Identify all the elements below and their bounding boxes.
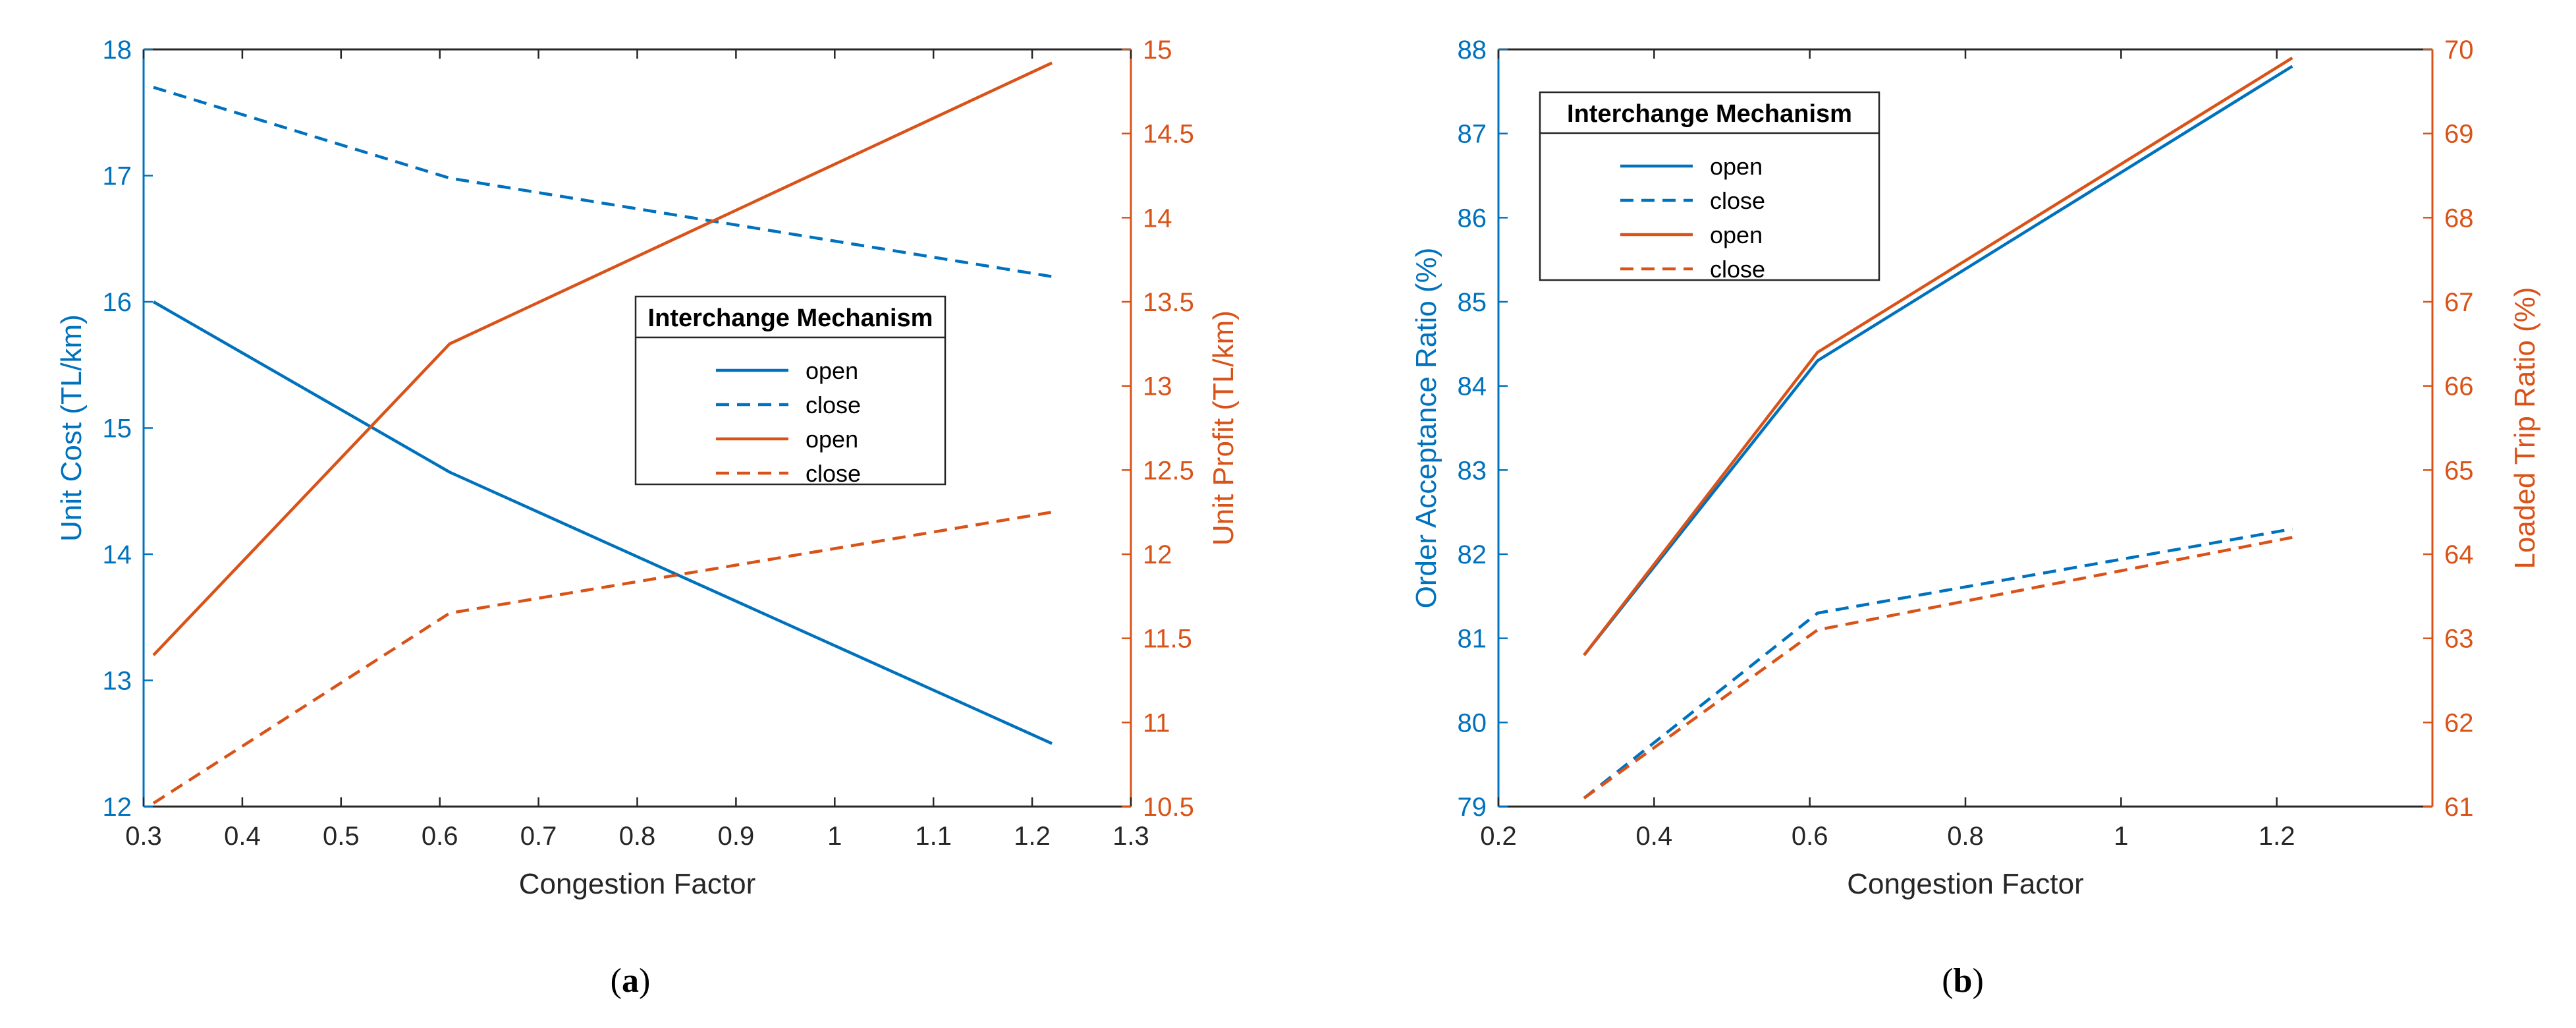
y-left-axis-label: Unit Cost (TL/km) (55, 314, 88, 542)
y-left-tick-label: 86 (1458, 204, 1487, 233)
x-tick-label: 1 (2114, 822, 2128, 851)
y-right-axis-label: Unit Profit (TL/km) (1207, 310, 1240, 546)
y-left-axis-label: Order Acceptance Ratio (%) (1410, 248, 1442, 609)
x-tick-label: 0.8 (1947, 822, 1984, 851)
x-tick-label: 0.6 (1792, 822, 1828, 851)
y-left-tick-label: 12 (103, 793, 132, 822)
x-tick-label: 0.2 (1480, 822, 1517, 851)
legend-entry-label: open (806, 357, 858, 384)
y-left-tick-label: 18 (103, 36, 132, 65)
series-line-left-close (1583, 527, 2293, 799)
series-line-right-close (152, 510, 1053, 805)
y-right-tick-label: 14.5 (1143, 120, 1194, 149)
y-right-tick-label: 13 (1143, 372, 1172, 401)
y-left-tick-label: 80 (1458, 708, 1487, 737)
y-right-tick-label: 69 (2444, 120, 2474, 149)
x-tick-label: 1.1 (915, 822, 952, 851)
y-left-tick-label: 84 (1458, 372, 1487, 401)
legend-entry-label: close (1710, 187, 1765, 214)
x-tick-label: 0.4 (224, 822, 261, 851)
y-right-tick-label: 10.5 (1143, 793, 1194, 822)
x-tick-label: 1.2 (1014, 822, 1051, 851)
series-line-right-open (1583, 56, 2293, 656)
y-left-tick-label: 13 (103, 667, 132, 696)
x-tick-label: 0.7 (520, 822, 557, 851)
y-left-tick-label: 17 (103, 162, 132, 191)
x-tick-label: 0.3 (125, 822, 162, 851)
y-right-tick-label: 66 (2444, 372, 2474, 401)
y-right-tick-label: 13.5 (1143, 288, 1194, 317)
y-right-tick-label: 12 (1143, 540, 1172, 569)
x-tick-label: 0.8 (619, 822, 656, 851)
legend-entry-label: close (1710, 256, 1765, 283)
y-left-tick-label: 88 (1458, 36, 1487, 65)
y-right-tick-label: 70 (2444, 36, 2474, 65)
panel-caption: (a) (611, 962, 651, 1000)
y-left-tick-label: 16 (103, 288, 132, 317)
y-right-tick-label: 64 (2444, 540, 2474, 569)
y-left-tick-label: 87 (1458, 120, 1487, 149)
chart-panel-a: 0.3 0.4 0.5 0.6 0.7 0.8 0.9 1 1.1 1.2 1.3 12 13 14 15 1… (55, 36, 1240, 1000)
legend-title: Interchange Mechanism (1567, 100, 1852, 128)
y-right-tick-label: 67 (2444, 288, 2474, 317)
y-left-tick-label: 79 (1458, 793, 1487, 822)
legend-box (634, 295, 946, 486)
y-left-tick-label: 14 (103, 540, 132, 569)
series-line-right-open (152, 61, 1053, 656)
legend-entry-label: open (1710, 153, 1763, 180)
legend-entry-label: open (1710, 221, 1763, 248)
y-right-tick-label: 15 (1143, 36, 1172, 65)
panel-caption: (b) (1942, 962, 1984, 1000)
series-line-left-open (152, 300, 1053, 745)
y-left-tick-label: 82 (1458, 540, 1487, 569)
y-left-tick-label: 81 (1458, 625, 1487, 654)
series-line-left-open (1583, 65, 2293, 656)
y-right-tick-label: 68 (2444, 204, 2474, 233)
y-right-tick-label: 65 (2444, 456, 2474, 485)
y-right-tick-label: 61 (2444, 793, 2474, 822)
x-axis-label: Congestion Factor (519, 868, 756, 900)
x-tick-label: 1.3 (1112, 822, 1149, 851)
y-right-tick-label: 11 (1143, 708, 1170, 737)
y-right-tick-label: 62 (2444, 708, 2474, 737)
x-axis-label: Congestion Factor (1847, 868, 2084, 900)
x-tick-label: 0.4 (1636, 822, 1673, 851)
y-right-axis-label: Loaded Trip Ratio (%) (2509, 287, 2541, 569)
y-right-tick-label: 11.5 (1143, 625, 1192, 654)
y-left-tick-label: 85 (1458, 288, 1487, 317)
y-right-tick-label: 14 (1143, 204, 1172, 233)
y-left-tick-label: 83 (1458, 456, 1487, 485)
y-right-tick-label: 63 (2444, 625, 2474, 654)
x-tick-label: 0.5 (323, 822, 360, 851)
legend: Interchange Mechanism open close open close (634, 295, 946, 487)
x-tick-label: 1.2 (2259, 822, 2295, 851)
x-tick-label: 0.9 (718, 822, 755, 851)
legend-entry-label: open (806, 426, 858, 453)
legend-entry-label: close (806, 391, 861, 418)
series-line-right-close (1583, 536, 2293, 800)
series-line-left-close (153, 86, 1053, 278)
chart-panel-b: 0.2 0.4 0.6 0.8 1 1.2 79 80 81 82 83 84 85 86 87 88 61 62… (1410, 36, 2541, 1000)
x-tick-label: 1 (827, 822, 842, 851)
legend-title: Interchange Mechanism (648, 304, 933, 332)
legend-entry-label: close (806, 460, 861, 487)
y-right-tick-label: 12.5 (1143, 456, 1194, 485)
legend: Interchange Mechanism open close open close (1539, 91, 1880, 283)
x-tick-label: 0.6 (422, 822, 458, 851)
legend-box (1539, 91, 1880, 281)
y-left-tick-label: 15 (103, 414, 132, 443)
